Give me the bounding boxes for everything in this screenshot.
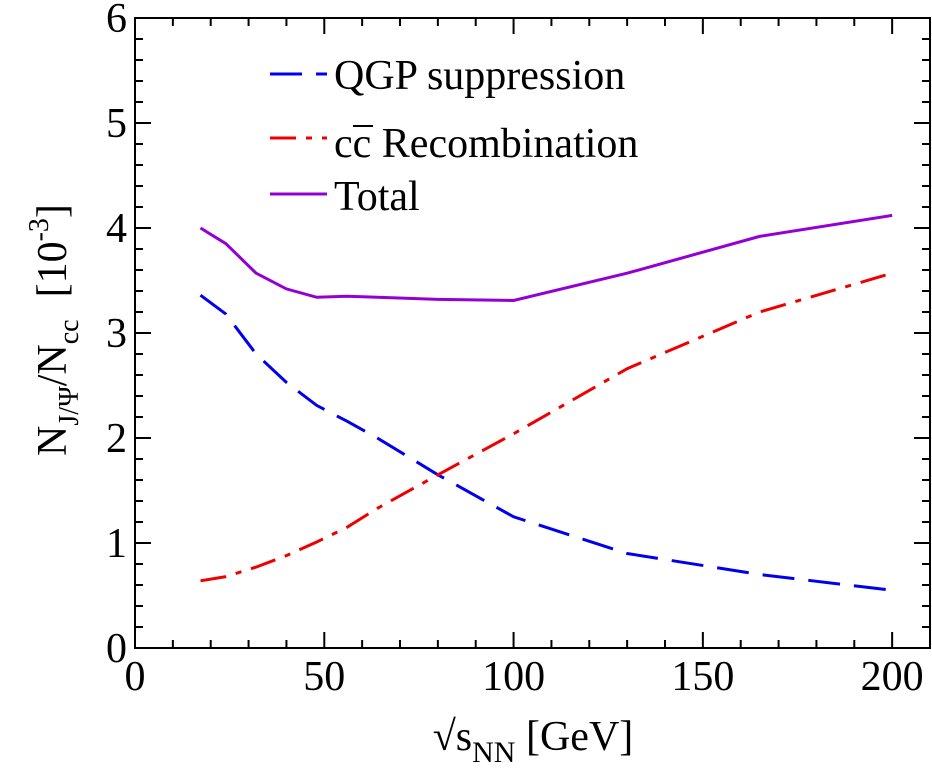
y-tick-label-3: 3 [106, 311, 127, 357]
series-line-cc-recombination [200, 271, 893, 583]
y-axis-label-unit-close: ] [30, 204, 76, 218]
x-tick-label-100: 100 [482, 654, 545, 700]
y-tick-label-5: 5 [106, 101, 127, 147]
y-tick-label-4: 4 [106, 206, 127, 252]
y-axis-label-cc-subscript: cc [54, 319, 85, 344]
y-axis-label-unit-exponent: -3 [24, 218, 55, 241]
x-axis-label-suffix: [GeV] [515, 714, 633, 760]
series-layer [199, 213, 893, 592]
series-line-qgp-suppression [199, 293, 893, 592]
y-axis-label-n: N [30, 426, 76, 456]
x-tick-label-50: 50 [303, 654, 345, 700]
y-axis-label-jpsi-subscript: J/Ψ [54, 386, 85, 426]
x-tick-label-150: 150 [671, 654, 734, 700]
x-axis-label-prefix: √s [433, 714, 472, 760]
legend: QGP suppression cc Recombination Total [270, 53, 638, 220]
x-axis-label-subscript: NN [472, 736, 515, 769]
legend-cc-text: cc [334, 121, 371, 167]
y-tick-label-6: 6 [106, 0, 127, 42]
tick-label-layer: 0 50 100 150 200 0 1 2 3 4 5 6 [106, 0, 924, 700]
y-axis-label-slash: /N [30, 344, 76, 386]
y-tick-label-1: 1 [106, 521, 127, 567]
y-tick-label-0: 0 [106, 626, 127, 672]
series-line-total [199, 213, 893, 303]
y-axis-label-group: NJ/Ψ/Ncc [10-3] [24, 204, 85, 456]
x-tick-label-200: 200 [861, 654, 924, 700]
x-tick-label-0: 0 [125, 654, 146, 700]
legend-label-cc-recombination: cc Recombination [334, 121, 638, 167]
legend-label-qgp-suppression: QGP suppression [334, 53, 625, 99]
y-axis-label-unit-open: [10 [30, 241, 76, 297]
legend-recombination-text: Recombination [371, 121, 638, 167]
x-axis-label: √sNN [GeV] [433, 714, 634, 769]
y-tick-label-2: 2 [106, 416, 127, 462]
legend-label-total: Total [334, 174, 420, 220]
y-axis-label: NJ/Ψ/Ncc [10-3] [24, 204, 85, 456]
tick-layer [134, 17, 931, 649]
